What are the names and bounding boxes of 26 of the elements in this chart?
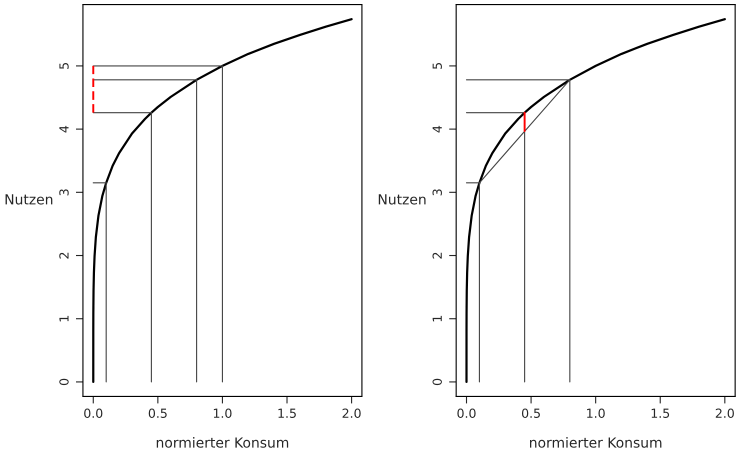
y-tick-label: 4 <box>432 126 442 132</box>
y-tick-label: 0 <box>432 378 442 386</box>
x-tick-label: 0.0 <box>457 408 476 418</box>
x-tick-label: 0.0 <box>84 408 102 418</box>
x-tick-label: 2.0 <box>342 408 361 418</box>
y-tick-label: 2 <box>59 252 69 259</box>
y-tick-label: 3 <box>59 189 69 196</box>
x-axis-title: normierter Konsum <box>156 437 288 448</box>
x-tick-label: 1.5 <box>278 408 296 418</box>
x-tick-label: 2.0 <box>716 408 734 418</box>
x-tick-label: 0.5 <box>148 408 167 418</box>
y-axis-title: Nutzen <box>6 194 52 205</box>
x-tick-label: 0.5 <box>522 408 540 418</box>
y-tick-label: 1 <box>59 316 69 322</box>
y-tick-label: 1 <box>432 316 442 322</box>
y-tick-label: 2 <box>432 252 442 259</box>
x-tick-label: 1.0 <box>587 408 605 418</box>
y-tick-label: 4 <box>59 126 69 132</box>
x-tick-label: 1.5 <box>652 408 670 418</box>
y-tick-label: 3 <box>432 189 442 196</box>
y-tick-label: 5 <box>432 63 442 69</box>
y-tick-label: 0 <box>59 378 69 386</box>
y-tick-label: 5 <box>59 63 69 69</box>
x-tick-label: 1.0 <box>214 408 232 418</box>
y-axis-title: Nutzen <box>378 194 426 205</box>
x-axis-title: normierter Konsum <box>530 437 662 448</box>
